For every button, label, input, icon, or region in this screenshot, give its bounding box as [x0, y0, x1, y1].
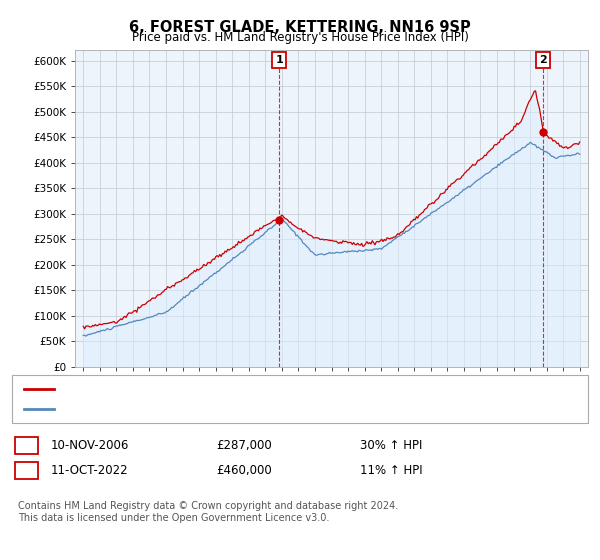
Text: 2: 2 [22, 464, 31, 477]
Text: 1: 1 [22, 438, 31, 452]
Text: 11% ↑ HPI: 11% ↑ HPI [360, 464, 422, 477]
Text: Contains HM Land Registry data © Crown copyright and database right 2024.
This d: Contains HM Land Registry data © Crown c… [18, 501, 398, 523]
Text: 11-OCT-2022: 11-OCT-2022 [51, 464, 128, 477]
Text: 6, FOREST GLADE, KETTERING, NN16 9SP: 6, FOREST GLADE, KETTERING, NN16 9SP [129, 20, 471, 35]
Text: 1: 1 [275, 55, 283, 65]
Text: £287,000: £287,000 [216, 438, 272, 452]
Text: 2: 2 [539, 55, 547, 65]
Text: Price paid vs. HM Land Registry's House Price Index (HPI): Price paid vs. HM Land Registry's House … [131, 31, 469, 44]
Text: 10-NOV-2006: 10-NOV-2006 [51, 438, 130, 452]
Text: 6, FOREST GLADE, KETTERING, NN16 9SP (detached house): 6, FOREST GLADE, KETTERING, NN16 9SP (de… [63, 384, 389, 394]
Text: 30% ↑ HPI: 30% ↑ HPI [360, 438, 422, 452]
Text: £460,000: £460,000 [216, 464, 272, 477]
Text: HPI: Average price, detached house, North Northamptonshire: HPI: Average price, detached house, Nort… [63, 404, 399, 414]
